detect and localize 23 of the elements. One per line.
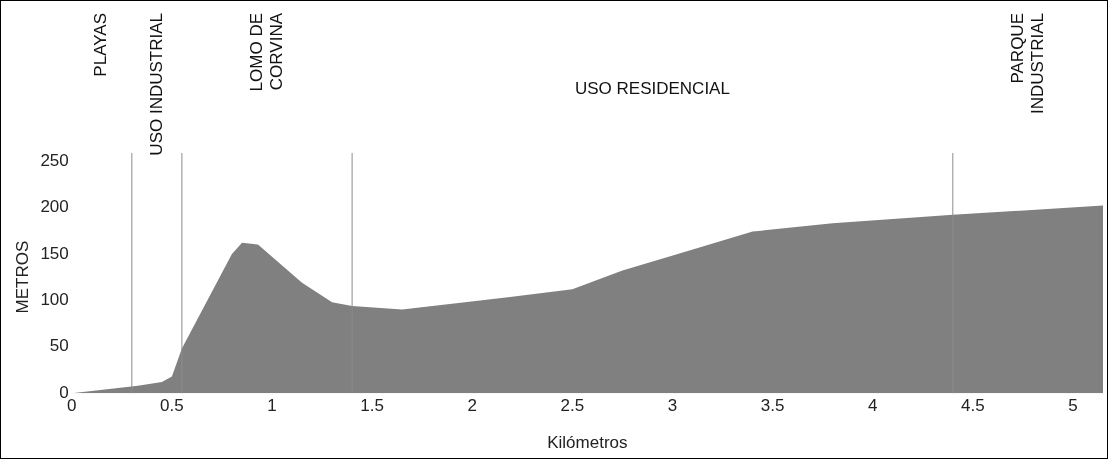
x-tick-label: 4 bbox=[867, 396, 878, 416]
y-tick-label: 150 bbox=[40, 243, 69, 263]
x-tick-label: 1.5 bbox=[360, 396, 384, 416]
text: USO RESIDENCIAL bbox=[574, 78, 730, 98]
x-tick-label: 4.5 bbox=[961, 396, 985, 416]
y-tick-label: 200 bbox=[40, 197, 69, 217]
x-axis-title: Kilómetros bbox=[547, 433, 628, 453]
x-tick-label: 3 bbox=[667, 396, 678, 416]
y-axis-title: METROS bbox=[12, 240, 32, 314]
text: PLAYAS bbox=[91, 13, 111, 77]
x-tick-label: 2.5 bbox=[560, 396, 585, 416]
text: PARQUE INDUSTRIAL bbox=[1007, 13, 1047, 115]
text: USO INDUSTRIAL bbox=[146, 13, 166, 156]
x-tick-label: 5 bbox=[1068, 396, 1078, 416]
x-tick-label: 3.5 bbox=[760, 396, 785, 416]
x-tick-label: 1 bbox=[267, 396, 277, 416]
x-tick-label: 2 bbox=[467, 396, 477, 416]
y-tick-label: 250 bbox=[40, 150, 69, 170]
x-tick-label: 0.5 bbox=[160, 396, 184, 416]
text: LOMO DE CORVINA bbox=[246, 12, 286, 92]
y-tick-label: 100 bbox=[40, 290, 69, 310]
y-tick-label: 0 bbox=[59, 382, 69, 402]
y-tick-label: 50 bbox=[49, 336, 69, 356]
